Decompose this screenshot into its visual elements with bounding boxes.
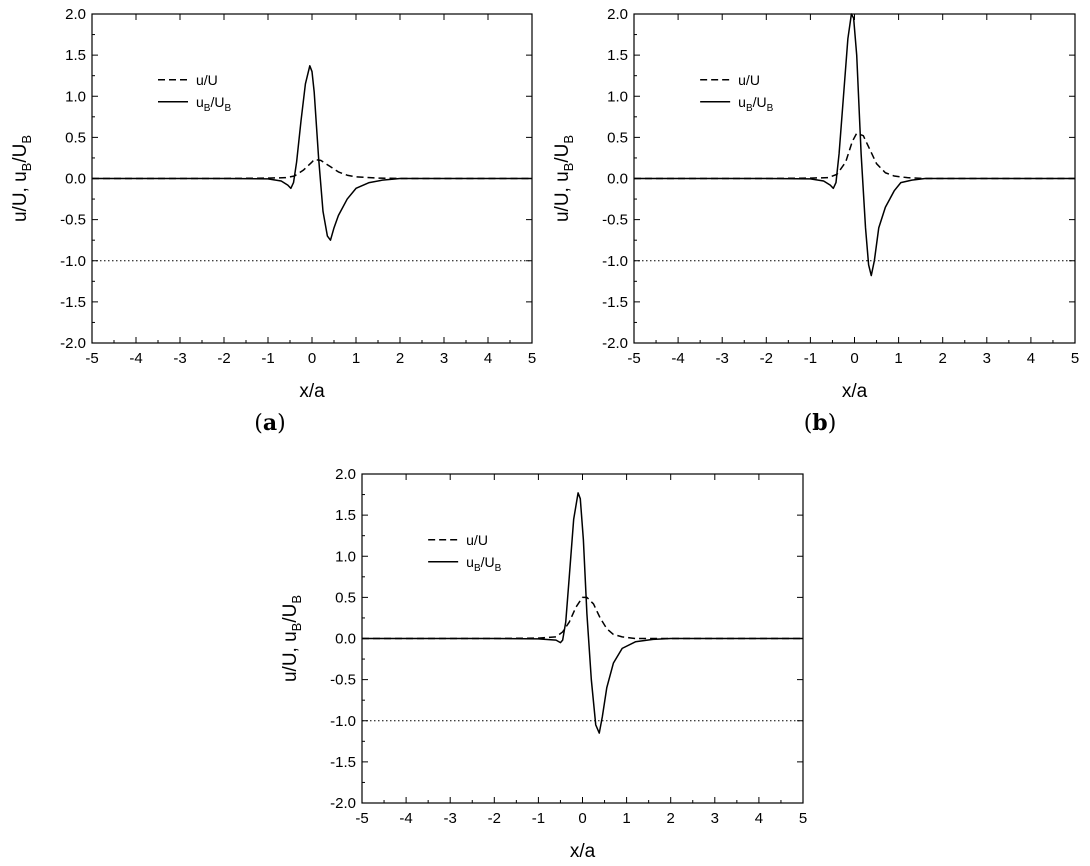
x-tick-label: 5 (1071, 350, 1079, 367)
y-tick-label: -1.5 (330, 754, 356, 771)
x-axis-label: x/a (299, 381, 325, 402)
x-tick-label: -4 (671, 350, 684, 367)
y-tick-label: -0.5 (60, 212, 86, 229)
x-tick-label: 5 (799, 810, 807, 827)
x-tick-label: -5 (627, 350, 640, 367)
legend-entry-label: uB/UB (466, 554, 501, 574)
x-tick-label: 4 (484, 350, 492, 367)
x-tick-label: -4 (129, 350, 142, 367)
y-tick-label: -1.5 (60, 294, 86, 311)
x-tick-label: 3 (440, 350, 448, 367)
y-tick-label: 1.5 (607, 47, 628, 64)
legend-entry-label: u/U (738, 72, 760, 88)
x-axis-label: x/a (842, 381, 868, 402)
x-tick-label: 2 (939, 350, 947, 367)
x-tick-label: -2 (760, 350, 773, 367)
x-tick-label: 4 (755, 810, 763, 827)
y-tick-label: 2.0 (607, 6, 628, 23)
x-tick-label: 0 (850, 350, 858, 367)
y-tick-label: -2.0 (60, 335, 86, 352)
x-tick-label: 3 (711, 810, 719, 827)
x-tick-label: -2 (488, 810, 501, 827)
x-tick-label: -2 (217, 350, 230, 367)
y-axis-label: u/U, uB/UB (10, 135, 34, 222)
y-tick-label: -0.5 (330, 672, 356, 689)
series-line-solid (634, 13, 1075, 277)
y-tick-label: 0.0 (607, 171, 628, 188)
y-tick-label: -2.0 (602, 335, 628, 352)
x-tick-label: -5 (355, 810, 368, 827)
x-axis-label: x/a (570, 841, 596, 862)
y-tick-label: 0.0 (65, 171, 86, 188)
x-tick-label: -1 (804, 350, 817, 367)
x-tick-label: 1 (894, 350, 902, 367)
y-tick-label: 0.5 (335, 589, 356, 606)
chart-panel-a: -5 -4 -3 -2 -1 0 1 2 3 4 5 2.0 1.5 1.0 0.5 0.0 -0.5 -1.0 -… (10, 6, 536, 436)
x-tick-label: 0 (308, 350, 316, 367)
legend-entry-label: uB/UB (196, 94, 231, 114)
y-tick-label: -1.0 (60, 253, 86, 270)
x-tick-label: 3 (983, 350, 991, 367)
x-tick-label: -1 (261, 350, 274, 367)
y-tick-label: 1.5 (65, 47, 86, 64)
series-line-solid (362, 492, 803, 734)
y-tick-label: 0.5 (65, 129, 86, 146)
legend: u/U uB/UB (158, 72, 231, 114)
panel-caption: (a) (254, 410, 285, 436)
x-tick-label: -3 (444, 810, 457, 827)
y-tick-label: 1.0 (335, 548, 356, 565)
x-tick-label: -5 (85, 350, 98, 367)
series-line-dashed (634, 132, 1075, 180)
y-tick-label: 0.5 (607, 129, 628, 146)
x-tick-label: 5 (528, 350, 536, 367)
y-tick-label: 0.0 (335, 631, 356, 648)
y-tick-label: 2.0 (65, 6, 86, 23)
legend-entry-label: u/U (466, 532, 488, 548)
x-tick-label: 0 (578, 810, 586, 827)
panel-caption: (b) (804, 410, 837, 436)
series-line-solid (92, 65, 532, 241)
series-line-dashed (92, 158, 532, 180)
legend: u/U uB/UB (428, 532, 502, 574)
y-tick-label: -2.0 (330, 795, 356, 812)
x-tick-label: 4 (1027, 350, 1035, 367)
y-tick-label: -1.0 (330, 713, 356, 730)
y-axis-label: u/U, uB/UB (280, 595, 304, 682)
y-tick-label: 2.0 (335, 466, 356, 483)
x-tick-label: -1 (532, 810, 545, 827)
chart-panel-b: -5 -4 -3 -2 -1 0 1 2 3 4 5 2.0 1.5 1.0 0.5 0.0 -0.5 -1.0 -… (552, 6, 1079, 436)
x-tick-label: -4 (399, 810, 412, 827)
x-tick-label: 1 (622, 810, 630, 827)
legend-entry-label: uB/UB (738, 94, 773, 114)
y-axis-label: u/U, uB/UB (552, 135, 576, 222)
y-tick-label: -1.5 (602, 294, 628, 311)
y-tick-label: 1.0 (607, 88, 628, 105)
series-line-dashed (362, 596, 803, 640)
x-tick-label: 2 (396, 350, 404, 367)
legend: u/U uB/UB (700, 72, 774, 114)
y-tick-label: -1.0 (602, 253, 628, 270)
chart-panel-c: -5 -4 -3 -2 -1 0 1 2 3 4 5 2.0 1.5 1.0 0.5 0.0 -0.5 -1.0 -… (280, 466, 807, 862)
x-tick-label: -3 (173, 350, 186, 367)
y-tick-label: 1.5 (335, 507, 356, 524)
legend-entry-label: u/U (196, 72, 218, 88)
y-tick-label: 1.0 (65, 88, 86, 105)
x-tick-label: 2 (667, 810, 675, 827)
y-tick-label: -0.5 (602, 212, 628, 229)
x-tick-label: -3 (716, 350, 729, 367)
x-tick-label: 1 (352, 350, 360, 367)
